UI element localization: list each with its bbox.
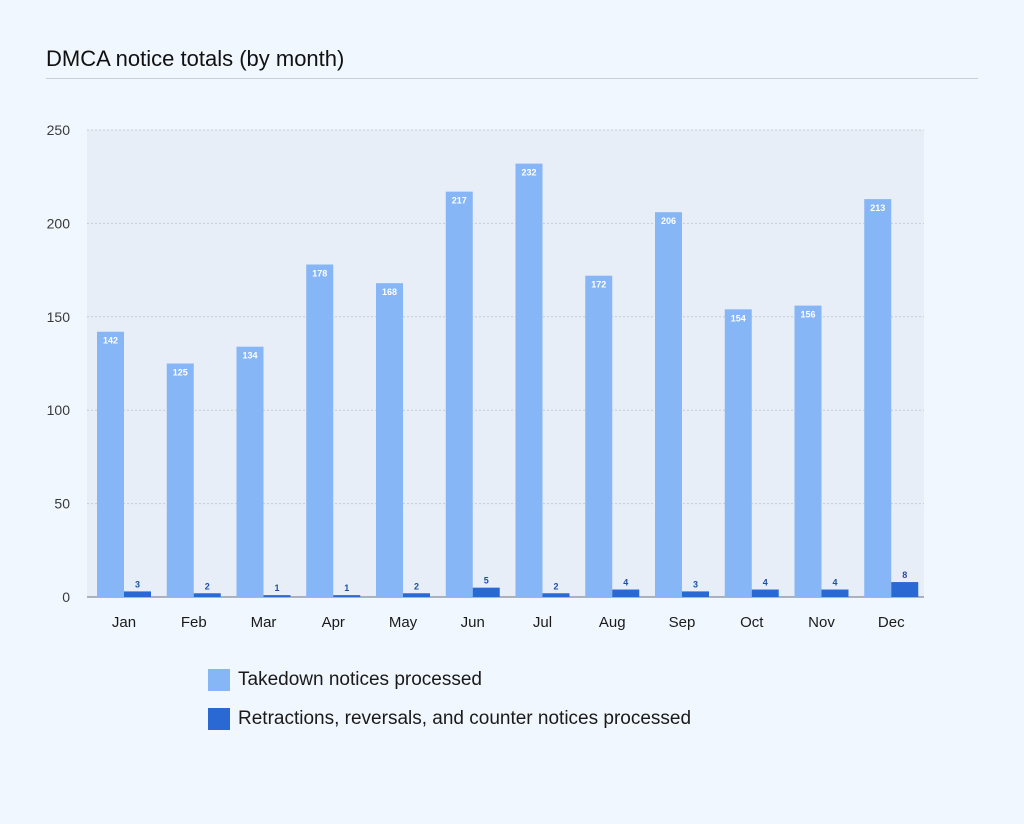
bar [751, 589, 779, 597]
data-label: 156 [800, 310, 815, 320]
x-tick-label: Nov [808, 614, 835, 631]
y-tick-label: 100 [47, 402, 71, 418]
x-tick-label: Sep [669, 614, 696, 631]
bar [542, 593, 570, 597]
y-tick-label: 200 [47, 215, 71, 231]
data-label: 142 [103, 336, 118, 346]
legend-swatch-retractions [208, 708, 230, 730]
x-tick-label: May [389, 614, 418, 631]
x-tick-label: Mar [251, 614, 277, 631]
data-label: 178 [312, 268, 327, 278]
y-tick-label: 150 [47, 309, 71, 325]
bar [445, 191, 473, 598]
data-label: 1 [274, 583, 279, 593]
data-label: 5 [484, 576, 489, 586]
y-tick-label: 50 [54, 496, 70, 512]
bar [585, 275, 613, 597]
data-label: 217 [452, 196, 467, 206]
bar [97, 331, 124, 597]
bar [821, 589, 849, 597]
data-label: 134 [242, 351, 257, 361]
bar [166, 363, 194, 597]
data-label: 232 [521, 168, 536, 178]
legend: Takedown notices processed Retractions, … [208, 668, 691, 746]
legend-swatch-takedown [208, 669, 230, 691]
data-label: 4 [623, 578, 628, 588]
bar [263, 595, 291, 597]
bar [891, 582, 919, 597]
data-label: 4 [832, 578, 837, 588]
bar [655, 212, 682, 597]
bar [236, 346, 264, 597]
chart-title: DMCA notice totals (by month) [46, 46, 345, 71]
title-divider [46, 78, 978, 79]
legend-label-takedown: Takedown notices processed [238, 669, 482, 690]
x-tick-label: Oct [740, 614, 764, 631]
x-tick-label: Aug [599, 614, 626, 631]
data-label: 125 [173, 368, 188, 378]
data-label: 2 [553, 581, 558, 591]
x-tick-label: Apr [322, 614, 345, 631]
data-label: 168 [382, 287, 397, 297]
bar-chart: 0501001502002501423Jan1252Feb1341Mar1781… [47, 122, 924, 631]
bar [306, 264, 334, 597]
bar [515, 163, 543, 597]
y-tick-label: 250 [47, 122, 71, 138]
x-tick-label: Jan [112, 614, 136, 631]
bar [794, 305, 822, 597]
legend-item-retractions: Retractions, reversals, and counter noti… [208, 707, 691, 731]
data-label: 2 [205, 581, 210, 591]
bar [124, 591, 151, 597]
bar [724, 309, 752, 597]
bar [864, 199, 892, 597]
bar [682, 591, 709, 597]
bar [472, 587, 500, 597]
bar [403, 593, 430, 597]
data-label: 2 [414, 581, 419, 591]
bar [333, 595, 361, 597]
data-label: 213 [870, 203, 885, 213]
x-tick-label: Feb [181, 614, 207, 631]
bar [612, 589, 640, 597]
data-label: 3 [135, 579, 140, 589]
legend-item-takedown: Takedown notices processed [208, 668, 691, 692]
data-label: 8 [902, 570, 907, 580]
data-label: 206 [661, 216, 676, 226]
bar [376, 283, 403, 597]
data-label: 4 [763, 578, 768, 588]
x-tick-label: Dec [878, 614, 905, 631]
x-tick-label: Jun [461, 614, 485, 631]
data-label: 154 [731, 313, 746, 323]
data-label: 1 [344, 583, 349, 593]
data-label: 3 [693, 579, 698, 589]
legend-label-retractions: Retractions, reversals, and counter noti… [238, 708, 692, 729]
bar [193, 593, 221, 597]
x-tick-label: Jul [533, 614, 552, 631]
plot-area [87, 130, 924, 597]
y-tick-label: 0 [62, 589, 70, 605]
data-label: 172 [591, 280, 606, 290]
